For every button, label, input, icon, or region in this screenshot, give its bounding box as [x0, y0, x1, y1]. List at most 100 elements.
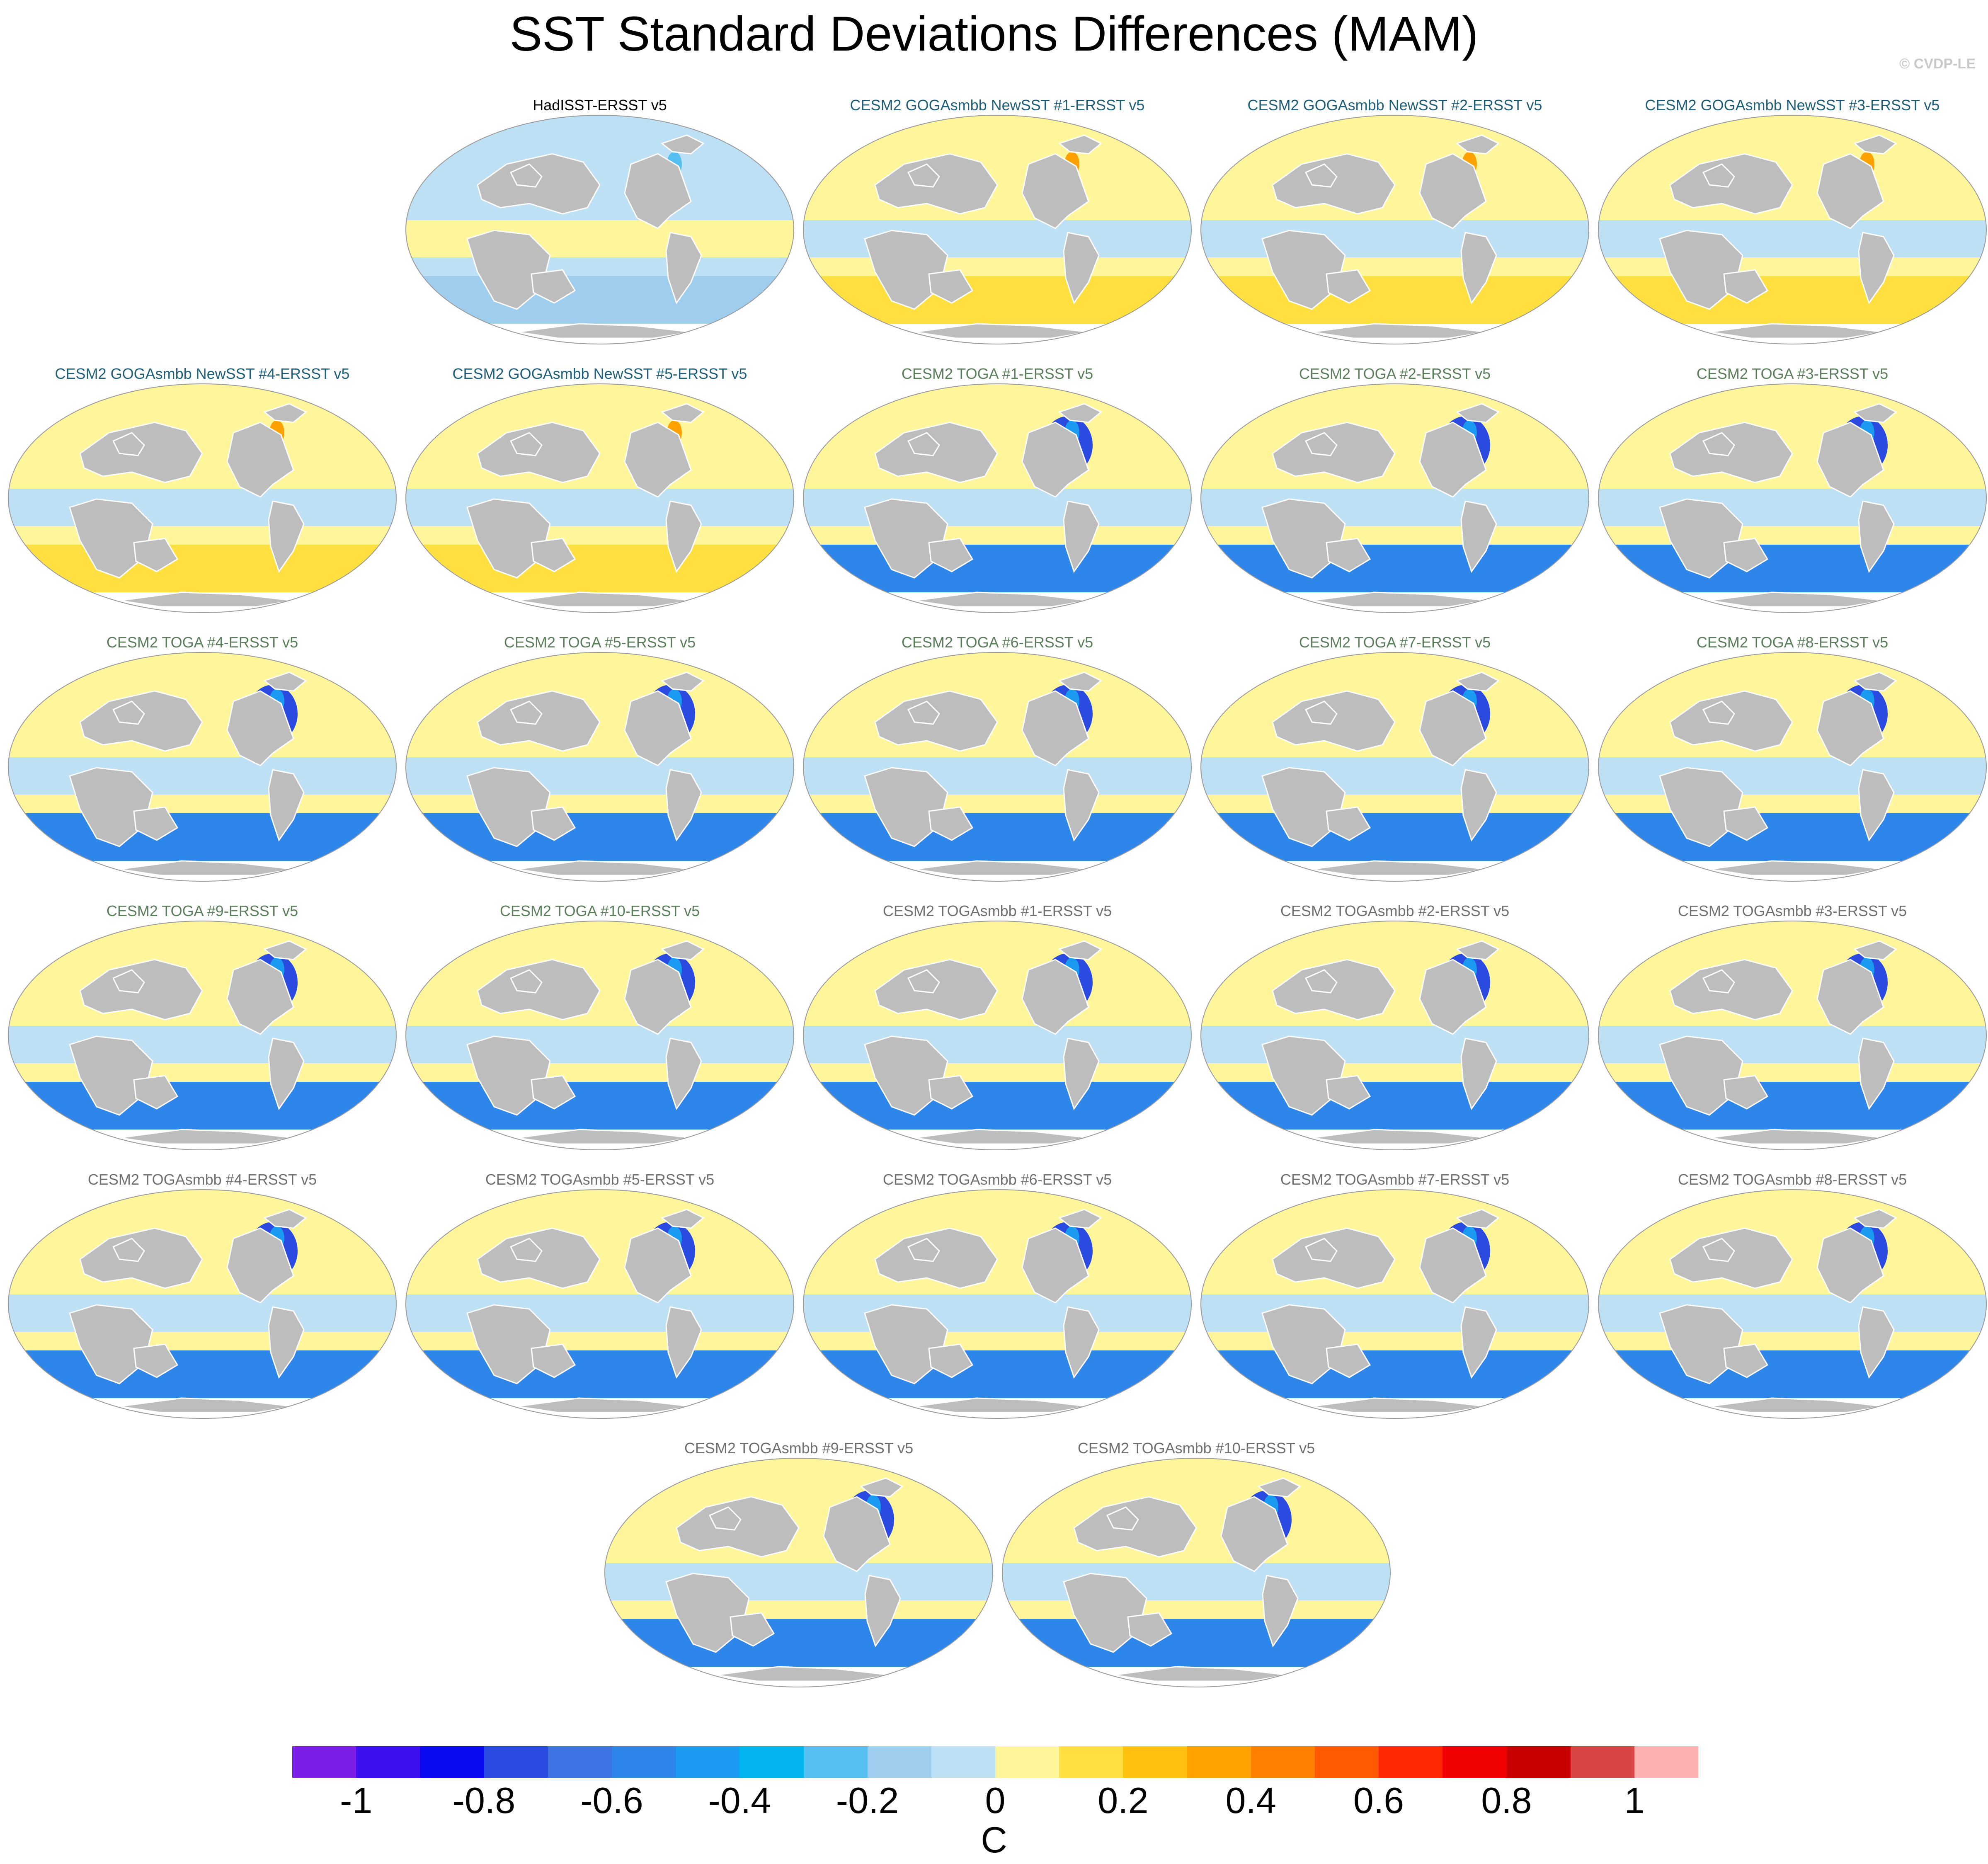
panel-title: CESM2 GOGAsmbb NewSST #4-ERSST v5: [55, 365, 350, 382]
map-panel: CESM2 TOGAsmbb #2-ERSST v5: [1200, 902, 1590, 1151]
sst-map: [405, 652, 794, 882]
colorbar-swatch: [420, 1746, 484, 1778]
land-mask: [624, 153, 692, 229]
land-mask: [1127, 1612, 1173, 1647]
map-view: [1200, 1189, 1590, 1419]
land-mask: [660, 134, 705, 155]
land-mask: [928, 1343, 974, 1378]
map-outline: [8, 1189, 397, 1419]
land-mask: [660, 940, 705, 960]
map-view: [405, 1189, 795, 1419]
land-mask: [1304, 432, 1338, 456]
land-mask: [1063, 769, 1100, 842]
colorbar-swatch: [1379, 1746, 1443, 1778]
land-mask: [1460, 232, 1497, 305]
colorbar-swatch: [1506, 1746, 1571, 1778]
map-view: [1598, 920, 1987, 1151]
colorbar-swatch: [356, 1746, 420, 1778]
map-view: [1200, 652, 1590, 882]
land-mask: [1853, 1209, 1897, 1229]
map-view: [1200, 383, 1590, 613]
sst-map: [1200, 652, 1589, 882]
land-mask: [665, 500, 702, 573]
southern-band: [8, 813, 396, 863]
colorbar-tick-label: -0.6: [580, 1780, 643, 1821]
land-mask: [660, 671, 705, 692]
tropical-band: [1201, 220, 1589, 257]
colorbar-tick-label: 0.6: [1353, 1780, 1404, 1821]
land-mask: [1272, 422, 1396, 483]
land-mask: [928, 538, 974, 572]
map-view: [1598, 652, 1987, 882]
land-mask: [1669, 422, 1793, 483]
map-outline: [1200, 383, 1589, 613]
sst-map: [1598, 383, 1987, 613]
land-mask: [1058, 1209, 1102, 1229]
map-view: [1598, 114, 1987, 345]
sst-map: [405, 1189, 794, 1419]
colorbar-tick-label: -0.2: [836, 1780, 899, 1821]
land-mask: [1304, 701, 1338, 725]
land-mask: [1272, 959, 1396, 1020]
land-mask: [133, 806, 179, 841]
sst-map: [8, 1189, 397, 1419]
panel-title: CESM2 TOGAsmbb #10-ERSST v5: [1077, 1440, 1315, 1457]
panel-title: CESM2 GOGAsmbb NewSST #3-ERSST v5: [1645, 97, 1940, 114]
map-view: [7, 652, 397, 882]
tropical-band: [1201, 489, 1589, 526]
map-outline: [1598, 1189, 1987, 1419]
land-mask: [874, 690, 998, 752]
colorbar: [292, 1746, 1699, 1778]
map-panel: HadISST-ERSST v5: [405, 96, 795, 345]
sst-map: [8, 383, 397, 613]
land-mask: [1723, 269, 1769, 304]
land-mask: [1858, 1306, 1895, 1379]
land-mask: [477, 1227, 601, 1289]
land-mask: [1304, 163, 1338, 188]
southern-band: [406, 813, 794, 863]
colorbar-swatch: [484, 1746, 548, 1778]
map-view: [1200, 114, 1590, 345]
land-mask: [1021, 153, 1089, 229]
land-mask: [1858, 769, 1895, 842]
tropical-band: [406, 489, 794, 526]
map-panel: CESM2 TOGAsmbb #6-ERSST v5: [802, 1171, 1192, 1419]
map-panel: CESM2 TOGAsmbb #7-ERSST v5: [1200, 1171, 1590, 1419]
southern-band: [1598, 545, 1986, 594]
colorbar-swatch: [1123, 1746, 1187, 1778]
tropical-band: [1598, 1294, 1986, 1332]
land-mask: [531, 538, 576, 572]
land-mask: [907, 163, 940, 188]
map-outline: [8, 383, 397, 613]
colorbar-tick-label: -1: [340, 1780, 373, 1821]
sst-map: [1200, 383, 1589, 613]
land-mask: [1853, 134, 1897, 155]
colorbar-swatch: [1059, 1746, 1123, 1778]
land-mask: [1058, 940, 1102, 960]
land-mask: [928, 269, 974, 304]
southern-band: [1201, 276, 1589, 326]
southern-band: [803, 545, 1191, 594]
southern-band: [8, 545, 396, 594]
map-outline: [8, 921, 397, 1150]
land-mask: [1816, 153, 1884, 229]
land-mask: [531, 1075, 576, 1110]
land-mask: [509, 432, 543, 456]
land-mask: [268, 1306, 305, 1379]
southern-band: [1598, 276, 1986, 326]
sst-map: [803, 652, 1192, 882]
sst-map: [405, 115, 794, 344]
southern-band: [8, 1350, 396, 1400]
map-panel: CESM2 TOGA #8-ERSST v5: [1598, 633, 1987, 882]
map-outline: [803, 115, 1192, 344]
map-panel: CESM2 TOGA #2-ERSST v5: [1200, 365, 1590, 613]
land-mask: [509, 969, 543, 994]
sst-map: [1598, 921, 1987, 1150]
map-view: [405, 114, 795, 345]
panel-title: CESM2 TOGAsmbb #6-ERSST v5: [882, 1171, 1112, 1188]
map-panel: CESM2 TOGA #9-ERSST v5: [7, 902, 397, 1151]
land-mask: [263, 403, 307, 423]
map-outline: [803, 1189, 1192, 1419]
sst-map: [1598, 115, 1987, 344]
land-mask: [1419, 959, 1487, 1035]
